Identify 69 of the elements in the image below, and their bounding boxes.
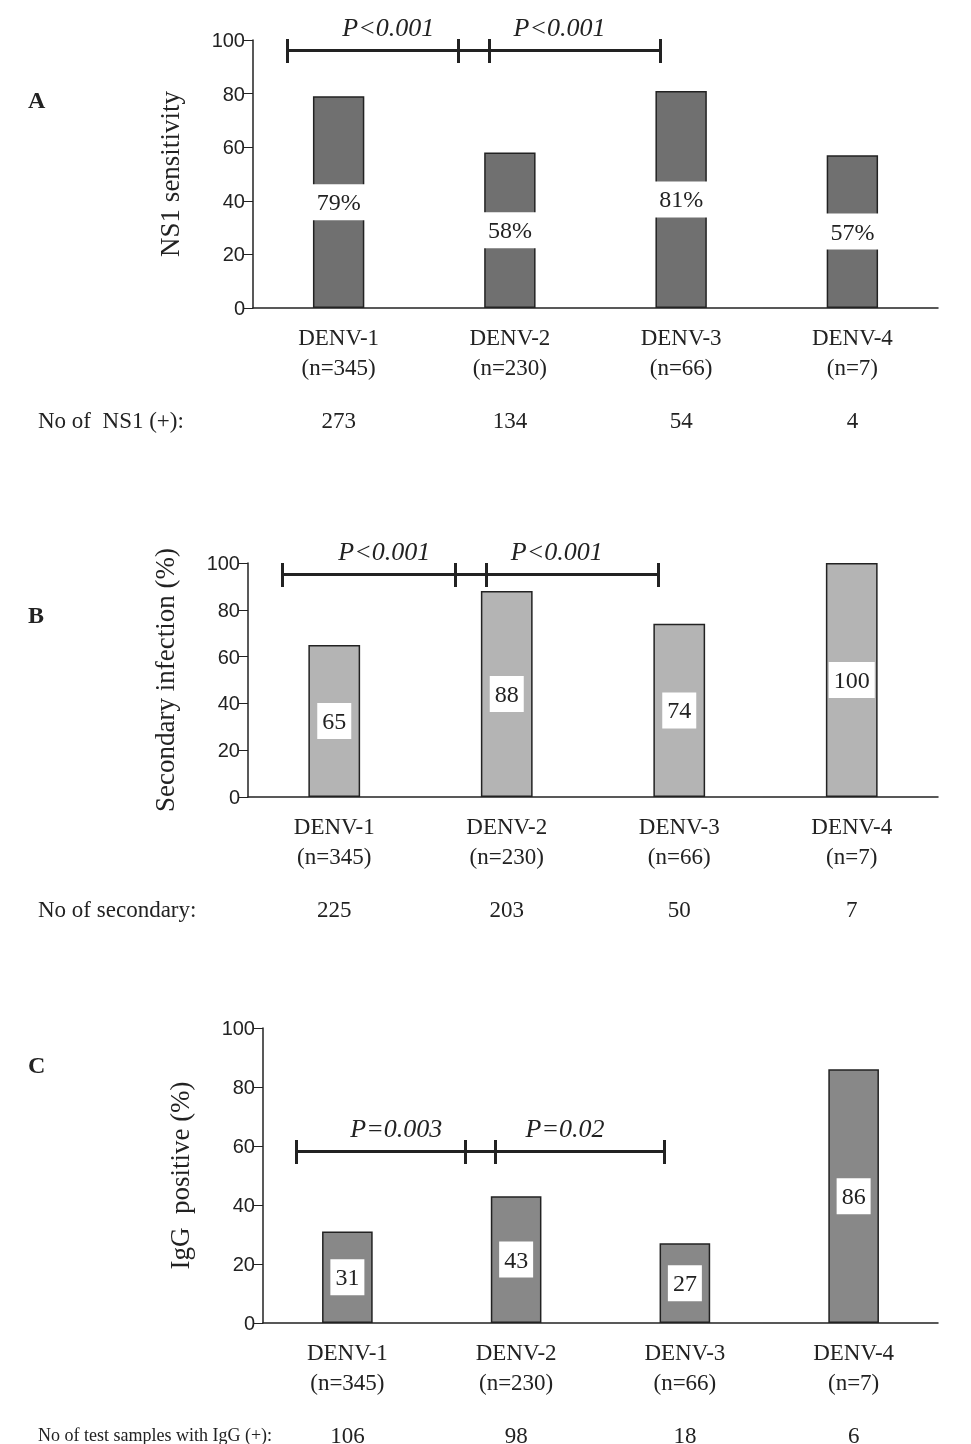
data-label: 65 (322, 707, 347, 734)
y-tick-label: 0 (228, 786, 240, 808)
x-tick-label: DENV-3 (n=66) (644, 1339, 726, 1395)
text: 98 (504, 1422, 528, 1444)
data-label: 100 (833, 667, 870, 693)
data-label: 57% (830, 218, 875, 245)
x-tick-label: DENV-1 (n=345) (293, 813, 375, 869)
data-label: 81% (659, 186, 704, 213)
y-axis-title: Secondary infection (%) (149, 548, 180, 812)
text: 4 (846, 407, 859, 433)
text: 273 (321, 407, 356, 433)
x-tick-label: DENV-2 (n=230) (466, 813, 548, 869)
text: No of NS1 (+): (38, 407, 184, 433)
y-axis-title: IgG positive (%) (164, 1081, 195, 1270)
x-tick-label: DENV-1 (n=345) (306, 1339, 388, 1395)
text: 7 (846, 896, 858, 922)
annotation: P=0.003 (349, 1114, 443, 1144)
data-label: 86 (841, 1183, 866, 1210)
y-tick-label: 60 (232, 1135, 255, 1157)
y-tick-label: 60 (217, 645, 240, 668)
y-tick-label: 20 (217, 739, 240, 762)
x-tick-label: DENV-3 (n=66) (638, 813, 720, 869)
y-tick-label: 80 (232, 1076, 255, 1098)
y-tick-label: 100 (206, 552, 240, 574)
y-tick-label: 0 (243, 1312, 255, 1334)
text: 50 (667, 896, 691, 922)
x-tick-label: DENV-4 (n=7) (813, 1339, 895, 1395)
data-label: 27 (672, 1270, 697, 1297)
data-label: 43 (504, 1246, 529, 1273)
text: 106 (330, 1422, 365, 1444)
annotation: P<0.001 (512, 13, 606, 43)
y-axis-title: NS1 sensitivity (154, 90, 185, 257)
text: 18 (673, 1422, 697, 1444)
x-tick-label: DENV-4 (n=7) (811, 813, 893, 869)
x-tick-label: DENV-2 (n=230) (469, 324, 551, 380)
text: 54 (669, 407, 694, 433)
text: No of secondary: (38, 896, 197, 922)
x-tick-label: DENV-4 (n=7) (811, 324, 894, 380)
text: A (28, 87, 46, 113)
data-label: 74 (667, 697, 692, 724)
text: 203 (489, 896, 524, 922)
x-tick-label: DENV-2 (n=230) (475, 1339, 557, 1395)
y-tick-label: 0 (233, 297, 245, 319)
x-tick-label: DENV-3 (n=66) (640, 324, 722, 380)
y-tick-label: 40 (222, 189, 245, 212)
data-label: 88 (494, 681, 519, 708)
y-tick-label: 20 (232, 1253, 255, 1275)
annotation: P<0.001 (341, 13, 435, 43)
text: No of test samples with IgG (+): (38, 1425, 273, 1444)
text: 134 (492, 407, 528, 433)
text: B (28, 602, 45, 628)
y-tick-label: 40 (232, 1194, 255, 1216)
text: C (28, 1052, 46, 1078)
data-label: 31 (335, 1264, 360, 1291)
y-tick-label: 20 (222, 243, 245, 266)
y-tick-label: 100 (211, 29, 245, 51)
y-tick-label: 40 (217, 692, 240, 715)
annotation: P<0.001 (509, 537, 603, 567)
data-label: 79% (316, 189, 361, 216)
text: 6 (847, 1422, 860, 1444)
data-label: 58% (487, 217, 532, 244)
y-tick-label: 100 (221, 1017, 255, 1039)
y-tick-label: 80 (217, 598, 240, 621)
x-tick-label: DENV-1 (n=345) (298, 324, 380, 380)
annotation: P=0.02 (524, 1114, 605, 1144)
y-tick-label: 80 (222, 82, 245, 105)
y-tick-label: 60 (222, 136, 245, 159)
text: 225 (317, 896, 352, 922)
annotation: P<0.001 (337, 537, 431, 567)
